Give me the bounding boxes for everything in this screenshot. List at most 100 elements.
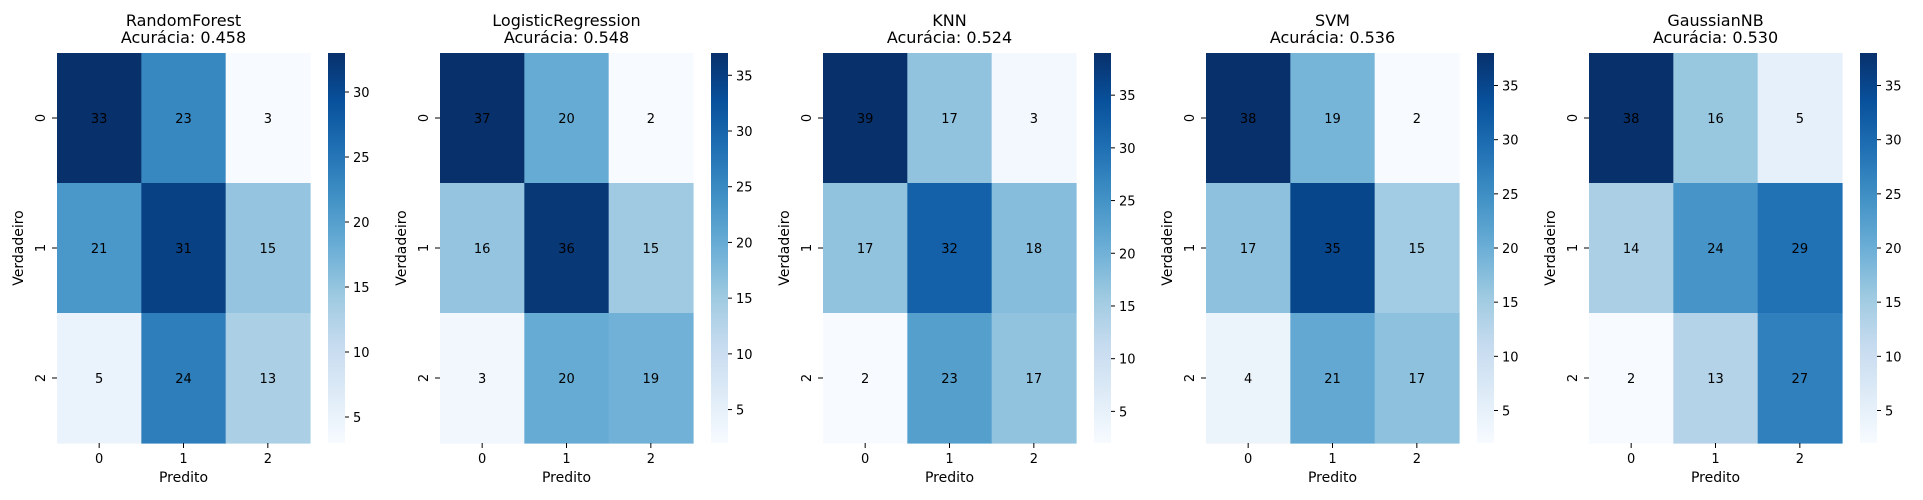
heatmap-cell-r1-c2	[1374, 183, 1460, 314]
cell-value-r2-c1: 13	[1707, 372, 1724, 387]
cell-value-r0-c1: 16	[1707, 112, 1724, 127]
colorbar-tick-label: 30	[353, 86, 370, 101]
x-axis-label: Predito	[1308, 470, 1357, 486]
y-tick-label: 2	[1566, 374, 1581, 382]
colorbar-tick-label: 35	[1502, 80, 1519, 95]
x-tick-label: 2	[264, 452, 272, 467]
colorbar-tick-label: 30	[1119, 142, 1136, 157]
cell-value-r1-c0: 17	[1240, 242, 1257, 257]
chart-title: KNN	[932, 11, 966, 30]
y-tick-label: 0	[1566, 114, 1581, 122]
heatmap-cell-r2-c2	[991, 313, 1077, 444]
heatmap-cell-r2-c1	[1290, 313, 1376, 444]
y-tick-label: 1	[417, 244, 432, 252]
chart-title: GaussianNB	[1667, 11, 1763, 30]
cell-value-r2-c2: 27	[1792, 372, 1809, 387]
x-tick-label: 1	[1328, 452, 1336, 467]
colorbar-tick-label: 15	[1885, 296, 1902, 311]
y-tick-label: 2	[800, 374, 815, 382]
heatmap-cell-r1-c1	[1290, 183, 1376, 314]
colorbar-tick-label: 30	[1502, 134, 1519, 149]
heatmap-cell-r1-c0	[440, 183, 525, 314]
cell-value-r2-c0: 5	[95, 372, 103, 387]
heatmap-cell-r0-c2	[991, 53, 1077, 184]
cell-value-r2-c0: 3	[478, 372, 486, 387]
chart-subtitle: Acurácia: 0.536	[1270, 28, 1395, 47]
heatmap-cell-r2-c0	[440, 313, 525, 444]
cell-value-r1-c2: 15	[1409, 242, 1426, 257]
cell-value-r2-c1: 20	[558, 372, 575, 387]
heatmap-cell-r1-c0	[1206, 183, 1291, 314]
chart-title: SVM	[1315, 11, 1350, 30]
heatmap-cell-r1-c2	[608, 183, 694, 314]
heatmap-cell-r0-c1	[524, 53, 610, 184]
cell-value-r1-c1: 32	[941, 242, 958, 257]
cell-value-r1-c0: 16	[474, 242, 491, 257]
y-tick-label: 2	[34, 374, 49, 382]
cell-value-r1-c0: 21	[91, 242, 108, 257]
colorbar	[1860, 53, 1877, 443]
colorbar-tick-label: 35	[1885, 80, 1902, 95]
cell-value-r2-c2: 17	[1409, 372, 1426, 387]
colorbar-tick-label: 25	[1119, 195, 1136, 210]
heatmap-cell-r0-c1	[141, 53, 227, 184]
cell-value-r0-c0: 38	[1623, 112, 1640, 127]
colorbar	[711, 53, 728, 443]
heatmap-cell-r0-c0	[57, 53, 142, 184]
colorbar-tick-label: 30	[1885, 134, 1902, 149]
colorbar	[1094, 53, 1111, 443]
x-tick-label: 0	[861, 452, 869, 467]
colorbar-tick-label: 5	[1885, 405, 1893, 420]
colorbar	[1477, 53, 1494, 443]
cell-value-r2-c0: 4	[1244, 372, 1252, 387]
heatmap-cell-r0-c2	[608, 53, 694, 184]
colorbar-tick-label: 35	[1119, 89, 1136, 104]
heatmap-cell-r1-c2	[991, 183, 1077, 314]
x-axis-label: Predito	[159, 470, 208, 486]
cell-value-r1-c1: 24	[1707, 242, 1724, 257]
heatmap-cell-r1-c0	[1589, 183, 1674, 314]
heatmap-cell-r0-c0	[1589, 53, 1674, 184]
chart-subtitle: Acurácia: 0.458	[121, 28, 246, 47]
heatmap-cell-r2-c1	[524, 313, 610, 444]
colorbar-tick-label: 10	[353, 346, 370, 361]
y-tick-label: 1	[800, 244, 815, 252]
colorbar-tick-label: 5	[736, 404, 744, 419]
colorbar-tick-label: 30	[736, 125, 753, 140]
colorbar-tick-label: 15	[353, 281, 370, 296]
colorbar-tick-label: 15	[1502, 296, 1519, 311]
y-tick-label: 1	[34, 244, 49, 252]
colorbar-tick-label: 20	[353, 216, 370, 231]
colorbar	[328, 53, 345, 443]
cell-value-r2-c2: 19	[643, 372, 660, 387]
chart-subtitle: Acurácia: 0.548	[504, 28, 629, 47]
heatmap-cell-r2-c0	[1589, 313, 1674, 444]
chart-subtitle: Acurácia: 0.524	[887, 28, 1012, 47]
x-tick-label: 2	[1030, 452, 1038, 467]
cell-value-r0-c0: 38	[1240, 112, 1257, 127]
heatmap-cell-r2-c1	[141, 313, 227, 444]
cell-value-r1-c2: 18	[1026, 242, 1043, 257]
cell-value-r2-c0: 2	[861, 372, 869, 387]
colorbar-tick-label: 10	[1885, 350, 1902, 365]
cell-value-r0-c2: 5	[1796, 112, 1804, 127]
heatmap-cell-r1-c2	[225, 183, 311, 314]
colorbar-tick-label: 5	[353, 411, 361, 426]
colorbar-tick-label: 15	[736, 292, 753, 307]
cell-value-r1-c2: 29	[1792, 242, 1809, 257]
cell-value-r1-c2: 15	[260, 242, 277, 257]
heatmap-cell-r2-c0	[1206, 313, 1291, 444]
cell-value-r0-c2: 3	[1030, 112, 1038, 127]
colorbar-tick-label: 10	[1502, 350, 1519, 365]
cell-value-r0-c2: 2	[1413, 112, 1421, 127]
cell-value-r0-c1: 19	[1324, 112, 1341, 127]
cell-value-r0-c1: 17	[941, 112, 958, 127]
colorbar-tick-label: 15	[1119, 300, 1136, 315]
x-tick-label: 1	[179, 452, 187, 467]
colorbar-tick-label: 5	[1502, 405, 1510, 420]
colorbar-tick-label: 10	[1119, 353, 1136, 368]
cell-value-r1-c1: 31	[175, 242, 192, 257]
